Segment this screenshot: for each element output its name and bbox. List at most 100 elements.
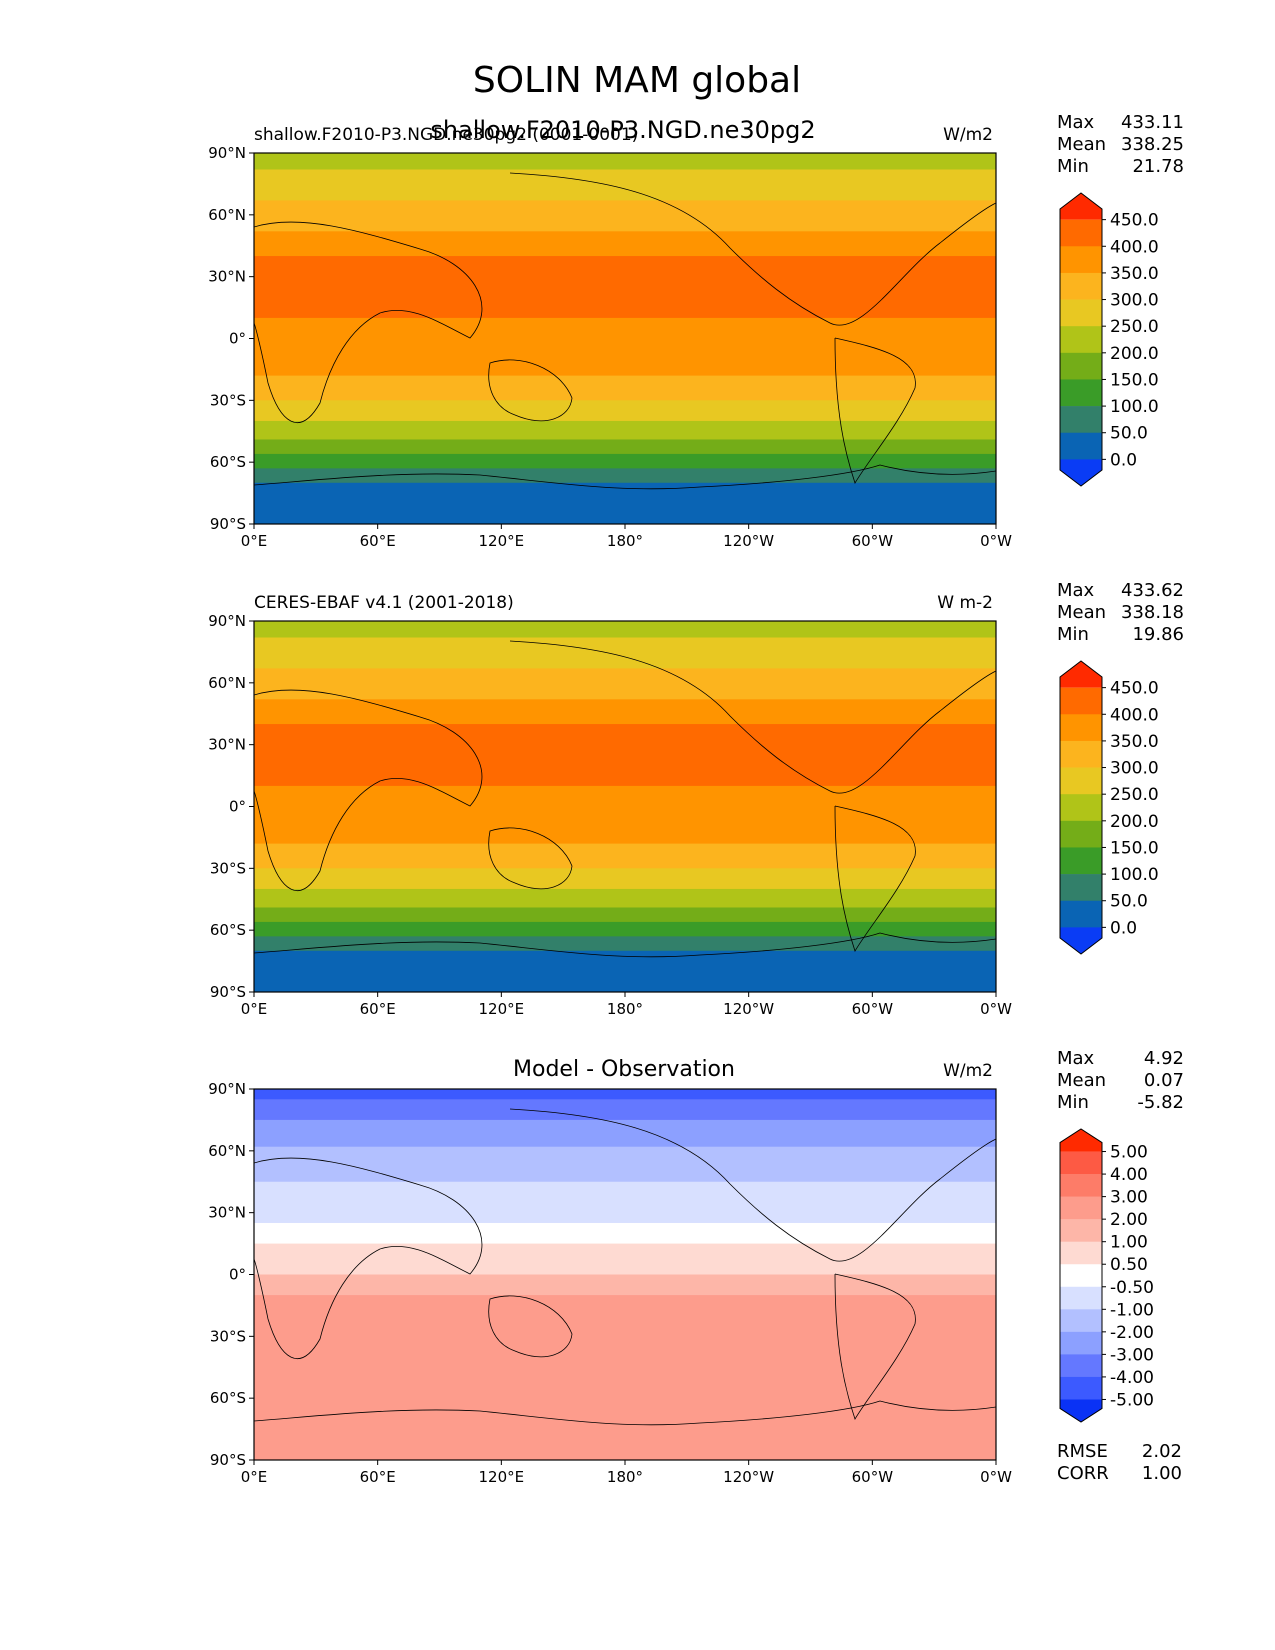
lat-tick-label: 90°N [208, 1080, 246, 1098]
rmse-value: 2.02 [1142, 1441, 1182, 1462]
field-band-12 [254, 482, 996, 524]
colorbar-extend-min [1060, 459, 1102, 486]
colorbar-tick-label: -2.00 [1110, 1323, 1154, 1343]
colorbar-outline [1059, 660, 1103, 955]
stat-value: -5.82 [1137, 1092, 1184, 1113]
colorbar-extend-max [1060, 193, 1102, 220]
colorbar-tick-label: 2.00 [1110, 1210, 1148, 1230]
field-band-4 [254, 256, 996, 319]
colorbar-tick-label: 1.00 [1110, 1233, 1148, 1253]
colorbar-segment [1060, 1219, 1102, 1242]
panel-difference-stats: Max 4.92 Mean 0.07 Min -5.82 [1057, 1048, 1184, 1113]
colorbar-segment [1060, 1309, 1102, 1333]
colorbar-tick-label: -0.50 [1110, 1278, 1154, 1298]
colorbar-segment [1060, 1354, 1102, 1378]
colorbar-outline [1059, 192, 1103, 487]
field-band-5 [254, 785, 996, 845]
panel-reference-left-title: CERES-EBAF v4.1 (2001-2018) [254, 593, 514, 613]
colorbar-segment [1060, 874, 1102, 902]
field-band-2 [254, 1119, 996, 1148]
stat-label: Max [1057, 112, 1095, 133]
lon-tick-label: 180° [607, 1000, 643, 1018]
coastline-1 [488, 1295, 573, 1358]
colorbar-extend-min [1060, 927, 1102, 954]
coastline-1 [488, 827, 573, 890]
colorbar-tick-label: 150.0 [1110, 370, 1159, 390]
field-band-5 [254, 1222, 996, 1245]
stat-value: 0.07 [1144, 1070, 1184, 1091]
lon-tick-label: 0°W [980, 1468, 1012, 1486]
coastline-2 [509, 172, 996, 326]
field-bands [254, 621, 996, 992]
rmse-label: RMSE [1057, 1441, 1108, 1462]
panel-test: shallow.F2010-P3.NGD.ne30pg2 (0001-0001)… [208, 112, 1184, 550]
colorbar-tick-label: 400.0 [1110, 237, 1159, 257]
field-band-7 [254, 1274, 996, 1296]
stat-value: 338.18 [1121, 602, 1184, 623]
colorbar-segment [1060, 1196, 1102, 1220]
corr-value: 1.00 [1142, 1463, 1182, 1484]
colorbar-segment [1060, 219, 1102, 247]
lat-tick-label: 30°S [210, 859, 246, 877]
colorbar-segment [1060, 1331, 1102, 1355]
lon-tick-label: 60°W [852, 1468, 894, 1486]
lat-tick-label: 30°N [208, 1204, 246, 1222]
colorbar-tick-label: 4.00 [1110, 1165, 1148, 1185]
panel-difference-map: 90°N 60°N 30°N 0° 30°S 60°S 90°S0°E 60°E 120°E 18… [208, 1080, 1012, 1486]
colorbar-tick-label: 300.0 [1110, 759, 1159, 779]
panel-reference-map: 90°N 60°N 30°N 0° 30°S 60°S 90°S0°E 60°E 120°E 18… [208, 612, 1012, 1018]
field-band-2 [254, 200, 996, 232]
colorbar-segment [1060, 794, 1102, 822]
coastline-2 [509, 1108, 996, 1262]
field-band-5 [254, 317, 996, 377]
lat-tick-label: 0° [229, 1266, 246, 1284]
field-band-0 [254, 621, 996, 638]
colorbar-tick-label: -5.00 [1110, 1390, 1154, 1410]
panel-difference-colorbar: 5.004.003.002.001.000.50-0.50-1.00-2.00-… [1059, 1128, 1154, 1423]
panel-reference-colorbar: 450.0 400.0 350.0 300.0 250.0 200.0 150.0 100.0… [1059, 660, 1159, 955]
panel-test-map: 90°N 60°N 30°N 0° 30°S 60°S 90°S0°E 60°E 120°E 18… [208, 144, 1012, 550]
panel-difference-title: Model - Observation [513, 1057, 735, 1082]
panel-test-colorbar: 450.0 400.0 350.0 300.0 250.0 200.0 150.0 100.0… [1059, 192, 1159, 487]
field-band-1 [254, 1099, 996, 1121]
field-band-3 [254, 1146, 996, 1183]
lat-tick-label: 60°N [208, 206, 246, 224]
stat-value: 19.86 [1132, 624, 1184, 645]
stat-value: 433.11 [1121, 112, 1184, 133]
panel-difference: Model - Observation W/m2 90°N 60°N 30°N 0° 3… [208, 1048, 1184, 1486]
field-band-11 [254, 468, 996, 484]
lon-tick-label: 120°W [723, 1000, 774, 1018]
field-band-8 [254, 888, 996, 908]
colorbar-tick-label: 250.0 [1110, 317, 1159, 337]
lon-tick-label: 60°E [360, 532, 396, 550]
lat-tick-label: 30°N [208, 736, 246, 754]
lon-tick-label: 0°E [241, 1000, 268, 1018]
colorbar-segment [1060, 246, 1102, 274]
field-band-6 [254, 375, 996, 401]
stat-label: Min [1057, 1092, 1089, 1113]
lat-tick-label: 90°S [210, 983, 246, 1001]
lat-tick-label: 30°S [210, 391, 246, 409]
stat-label: Max [1057, 580, 1095, 601]
field-band-7 [254, 868, 996, 890]
colorbar-tick-label: -3.00 [1110, 1345, 1154, 1365]
coastline-1 [488, 359, 573, 422]
colorbar-segment [1060, 900, 1102, 928]
lon-tick-label: 60°W [852, 1000, 894, 1018]
lon-tick-label: 0°W [980, 1000, 1012, 1018]
lon-tick-label: 120°E [479, 532, 525, 550]
lat-tick-label: 90°N [208, 612, 246, 630]
lat-tick-label: 0° [229, 330, 246, 348]
field-band-9 [254, 1332, 996, 1379]
field-band-10 [254, 453, 996, 469]
colorbar-segment [1060, 1264, 1102, 1288]
corr-label: CORR [1057, 1463, 1109, 1484]
colorbar-extend-min [1060, 1399, 1102, 1422]
field-band-3 [254, 231, 996, 257]
field-band-4 [254, 1181, 996, 1224]
colorbar-outline [1059, 1128, 1103, 1423]
stat-label: Min [1057, 156, 1089, 177]
coastline-4 [254, 1400, 996, 1426]
lat-tick-label: 90°S [210, 1451, 246, 1469]
colorbar-tick-label: 300.0 [1110, 291, 1159, 311]
